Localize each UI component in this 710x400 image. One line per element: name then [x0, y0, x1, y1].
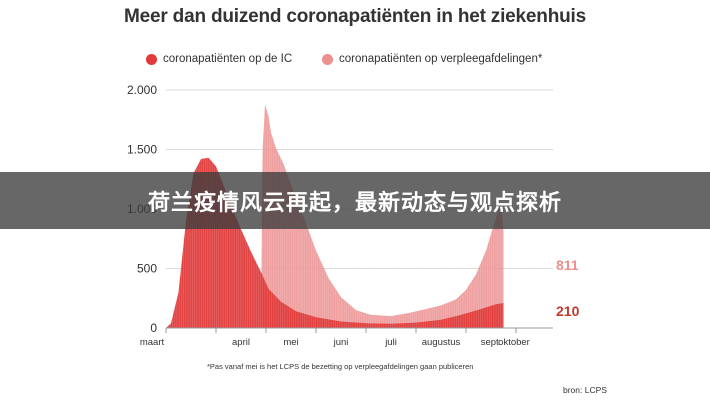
legend-dot-ward	[322, 53, 333, 65]
end-label-ward: 811	[556, 257, 579, 273]
legend-item-ic: coronapatiënten op de IC	[146, 53, 292, 65]
x-tick-label-juli: juli	[384, 337, 397, 348]
x-tick-label-juni: juni	[333, 337, 349, 348]
source-label: bron: LCPS	[563, 385, 607, 395]
y-tick-label-500: 500	[137, 262, 157, 276]
x-tick-label-mei: mei	[283, 337, 298, 348]
legend-item-ward: coronapatiënten op verpleegafdelingen*	[322, 53, 542, 65]
x-tick-label-sept: sept.	[481, 337, 502, 348]
footnote: *Pas vanaf mei is het LCPS de bezetting …	[207, 362, 474, 371]
legend-label-ic: coronapatiënten op de IC	[163, 53, 293, 65]
x-tick-label-augustus: augustus	[422, 337, 461, 348]
banner-text: 荷兰疫情风云再起，最新动态与观点探析	[147, 190, 562, 216]
chart-title: Meer dan duizend coronapatiënten in het …	[124, 6, 586, 27]
x-tick-label-oktober: oktober	[498, 337, 530, 348]
end-label-ic: 210	[556, 303, 580, 319]
legend-dot-ic	[146, 53, 157, 65]
y-tick-label-2000: 2.000	[127, 83, 157, 97]
x-tick-label-april: april	[232, 337, 250, 348]
x-tick-label-maart: maart	[140, 337, 165, 348]
y-tick-label-1500: 1.500	[127, 143, 157, 157]
series-area-ic	[166, 157, 504, 328]
y-tick-label-0: 0	[150, 321, 157, 335]
title-banner: 荷兰疫情风云再起，最新动态与观点探析	[0, 172, 710, 229]
series-area-ward	[261, 104, 504, 328]
legend-label-ward: coronapatiënten op verpleegafdelingen*	[339, 53, 543, 65]
